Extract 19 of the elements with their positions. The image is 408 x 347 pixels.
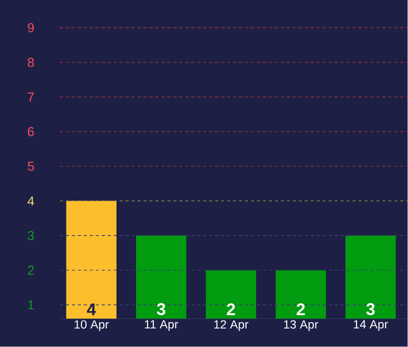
data-label: 2: [226, 304, 235, 316]
data-label: 3: [156, 303, 166, 316]
x-tick-label: 11 Apr: [144, 320, 178, 332]
y-tick-label: 1: [28, 300, 34, 310]
y-tick-label: 2: [28, 266, 34, 275]
x-tick-label: 14 Apr: [354, 320, 388, 332]
x-tick-label: 13 Apr: [284, 320, 318, 332]
y-tick-label: 4: [28, 196, 34, 206]
data-label: 3: [366, 303, 375, 316]
y-tick-label: 8: [28, 58, 34, 68]
y-tick-label: 5: [28, 162, 34, 171]
data-label: 2: [296, 304, 305, 316]
y-tick-label: 7: [28, 92, 34, 102]
data-label: 4: [86, 304, 96, 316]
x-tick-label: 10 Apr: [74, 320, 109, 332]
y-tick-label: 9: [28, 23, 34, 32]
y-tick-label: 3: [28, 231, 34, 240]
y-tick-label: 6: [28, 127, 34, 136]
x-tick-label: 12 Apr: [214, 320, 248, 332]
